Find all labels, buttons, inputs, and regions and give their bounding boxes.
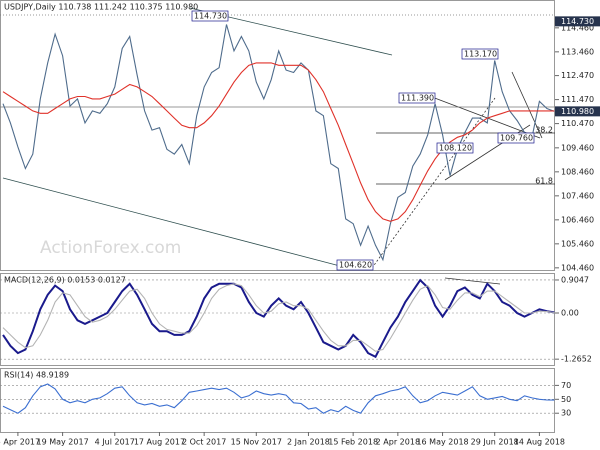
- series-line: [2, 383, 555, 414]
- annotation: 109.760: [500, 134, 533, 143]
- y-tick-label: 50: [561, 395, 571, 404]
- series-line: [2, 62, 555, 222]
- annotation: 114.730: [194, 12, 227, 21]
- y-tick-label: 109.460: [561, 143, 594, 152]
- y-tick-label: 112.470: [561, 71, 594, 80]
- trendline: [511, 71, 543, 139]
- series-line: [2, 278, 555, 359]
- annotation-box: [436, 142, 474, 154]
- y-tick-label: 114.460: [561, 23, 594, 32]
- annotation: 111.390: [401, 94, 434, 103]
- annotation: 113.170: [464, 50, 497, 59]
- y-tick-label: 0.9047: [561, 275, 589, 284]
- annotation: 104.620: [339, 261, 372, 270]
- price-marker: [555, 16, 600, 27]
- y-tick-label: 108.460: [561, 167, 594, 176]
- x-tick-label: 2 Oct 2017: [182, 438, 226, 447]
- price-marker: [555, 106, 600, 117]
- trendline: [444, 277, 501, 285]
- trendline: [431, 96, 541, 139]
- rsi-title: RSI(14) 48.9189: [4, 371, 69, 380]
- y-tick-label: 110.470: [561, 119, 594, 128]
- y-tick-label: 30: [561, 409, 571, 418]
- rsi-panel: [0, 368, 555, 433]
- y-tick-label: 111.470: [561, 95, 594, 104]
- y-tick-label: -1.2652: [561, 355, 592, 364]
- y-tick-label: 104.460: [561, 263, 594, 272]
- price-marker-label: 110.980: [561, 107, 594, 116]
- price-marker-label: 114.730: [561, 17, 594, 26]
- annotation-box: [497, 132, 535, 144]
- y-tick-label: 70: [561, 381, 571, 390]
- x-tick-label: 29 Jun 2018: [471, 438, 519, 447]
- watermark: ActionForex.com: [40, 238, 181, 258]
- trendline: [2, 177, 341, 267]
- x-tick-label: 15 Nov 2017: [231, 438, 282, 447]
- x-tick-label: 4 Jul 2017: [95, 438, 135, 447]
- y-tick-label: 0.00: [561, 308, 579, 317]
- annotation: 108.120: [439, 144, 472, 153]
- x-tick-label: 19 May 2017: [37, 438, 89, 447]
- x-tick-label: 15 Feb 2018: [328, 438, 378, 447]
- trendline: [371, 97, 496, 269]
- y-tick-label: 105.460: [561, 239, 594, 248]
- annotation-box: [461, 48, 499, 60]
- x-tick-label: 14 Aug 2018: [514, 438, 565, 447]
- annotation-box: [191, 10, 229, 22]
- x-tick-label: 2 Jan 2018: [287, 438, 330, 447]
- annotation-box: [336, 259, 374, 271]
- x-tick-label: 17 Aug 2017: [134, 438, 185, 447]
- x-tick-label: 5 Apr 2017: [0, 438, 40, 447]
- macd-panel: [0, 273, 555, 366]
- chart-title: USDJPY,Daily 110.738 111.242 110.375 110…: [4, 3, 198, 12]
- annotation: 38.2: [535, 126, 553, 135]
- y-tick-label: 107.460: [561, 191, 594, 200]
- annotation-box: [398, 92, 436, 104]
- annotation: 61.8: [535, 177, 553, 186]
- price-panel: [0, 0, 555, 271]
- x-tick-label: 16 May 2018: [416, 438, 468, 447]
- series-line: [2, 24, 555, 262]
- series-line: [2, 283, 555, 352]
- y-tick-label: 106.460: [561, 215, 594, 224]
- y-tick-label: 113.460: [561, 47, 594, 56]
- x-tick-label: 2 Apr 2018: [376, 438, 420, 447]
